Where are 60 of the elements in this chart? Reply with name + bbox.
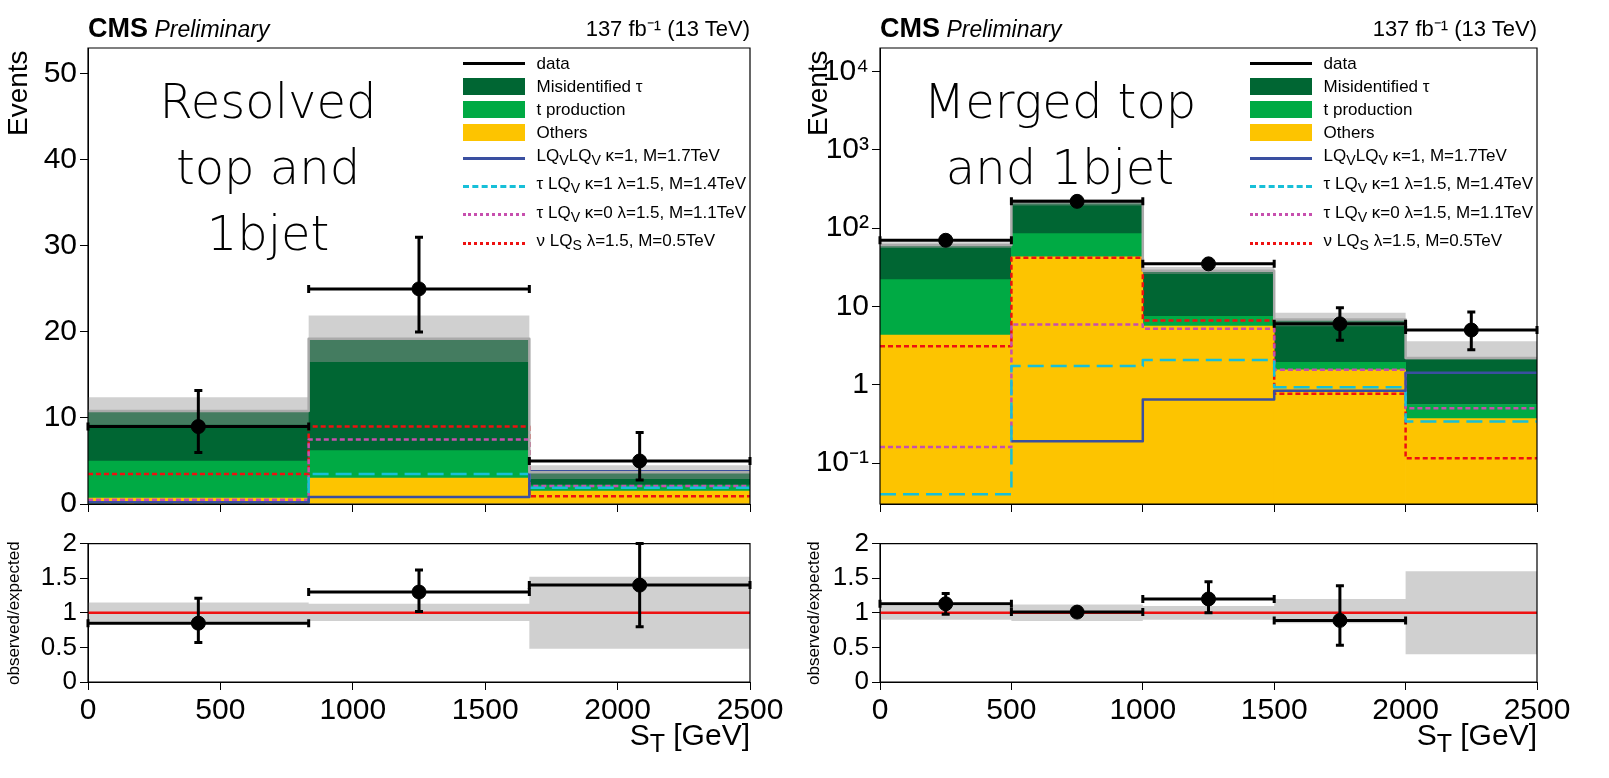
legend-label: τ LQ$_{V}$ κ=1 λ=1.5, M=1.4TeV [536, 173, 746, 199]
y-tick-label: 1.5 [832, 561, 869, 592]
x-tick-label: 1500 [451, 692, 519, 726]
y-tick-label: 20 [43, 313, 77, 347]
legend-label: t production [536, 99, 626, 121]
legend-label: data [1323, 53, 1357, 75]
legend-label: τ LQ$_{V}$ κ=1 λ=1.5, M=1.4TeV [1323, 173, 1533, 199]
legend-label: τ LQ$_{V}$ κ=0 λ=1.5, M=1.1TeV [536, 201, 746, 228]
y-tick-label: 1.5 [40, 561, 77, 592]
x-tick-label: 500 [986, 692, 1037, 726]
x-tick-label: 2000 [1372, 692, 1439, 726]
bar [880, 244, 1012, 280]
legend-label: LQ$_{V}$LQ$_{V}$ κ=1, M=1.7TeV [536, 145, 720, 171]
legend-label: τ LQ$_{V}$ κ=0 λ=1.5, M=1.1TeV [1323, 201, 1533, 228]
y-tick-label: 50 [43, 55, 77, 89]
y-tick-label: 10⁻¹ [815, 444, 870, 478]
x-tick-label: 1500 [1240, 692, 1308, 726]
y-tick-label: 10 [43, 399, 77, 433]
text: 137 fb⁻¹ (13 TeV) [585, 15, 750, 42]
y-tick-label: 0 [60, 485, 77, 519]
chart-subtitle: Preliminary [945, 16, 1062, 42]
x-tick-label: 500 [195, 692, 246, 726]
legend-label: Others [536, 122, 588, 144]
x-tick-label: 2000 [584, 692, 651, 726]
annotation: Resolved top and 1bjet [158, 72, 378, 263]
y-tick-label: 10 [835, 287, 869, 321]
legend-label: ν LQ$_{S}$ λ=1.5, M=0.5TeV [536, 230, 716, 256]
x-tick-label: 1000 [1109, 692, 1177, 726]
bar [880, 279, 1012, 336]
y-tick-label: 2 [854, 526, 869, 557]
y-axis-title: Events [2, 50, 34, 136]
y-tick-label: 1 [852, 366, 869, 400]
chart-title: CMS [880, 13, 940, 43]
legend-label: ν LQ$_{S}$ λ=1.5, M=0.5TeV [1323, 230, 1503, 256]
y-axis-title: observed/expected [4, 541, 24, 685]
y-tick-label: 0 [854, 665, 869, 696]
y-tick-label: 0.5 [832, 630, 869, 661]
y-tick-label: 10² [825, 209, 870, 243]
legend-label: data [536, 53, 570, 75]
y-tick-label: 40 [43, 141, 77, 175]
y-tick-label: 0.5 [40, 630, 77, 661]
x-tick-label: 1000 [319, 692, 387, 726]
bar [1142, 270, 1275, 317]
chart-subtitle: Preliminary [153, 16, 270, 42]
bar [1273, 362, 1406, 371]
bar [1011, 233, 1144, 258]
y-tick-label: 1 [854, 595, 869, 626]
y-tick-label: 0 [62, 665, 77, 696]
annotation: Merged top and 1bjet [922, 72, 1198, 197]
chart-title: CMS [88, 13, 148, 43]
y-tick-label: 30 [43, 227, 77, 261]
legend-label: Others [1323, 122, 1375, 144]
legend-label: t production [1323, 99, 1413, 121]
text: 137 fb⁻¹ (13 TeV) [1372, 15, 1537, 42]
legend-label: Misidentified τ [536, 76, 643, 98]
y-tick-label: 1 [62, 595, 77, 626]
legend-label: Misidentified τ [1323, 76, 1430, 98]
y-axis-title: observed/expected [804, 541, 824, 685]
y-tick-label: 2 [62, 526, 77, 557]
legend-label: LQ$_{V}$LQ$_{V}$ κ=1, M=1.7TeV [1323, 145, 1507, 171]
